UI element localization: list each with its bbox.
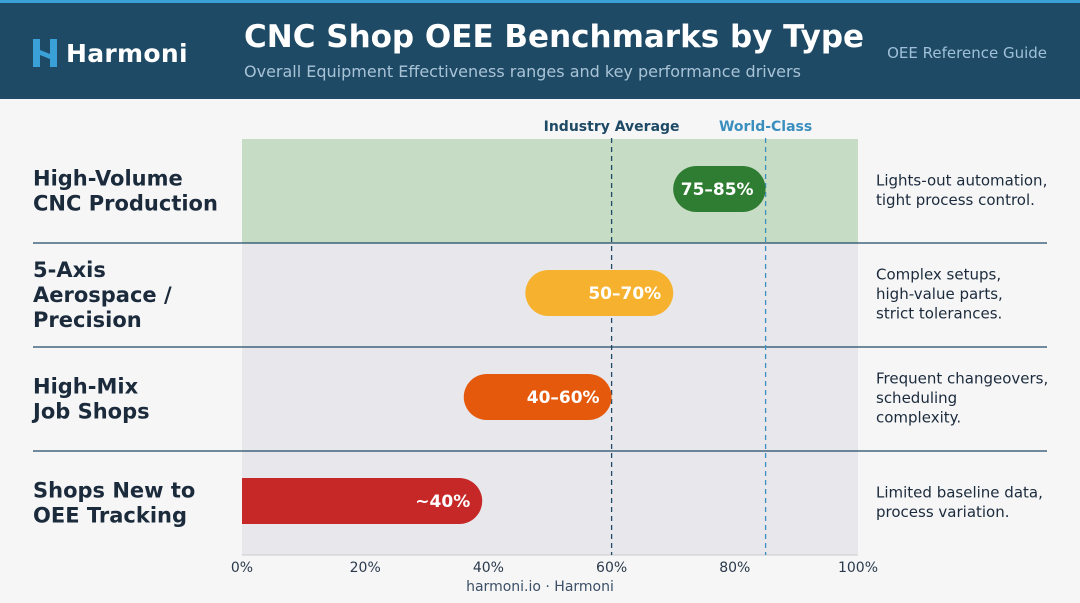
driver-text: strict tolerances. bbox=[876, 305, 1002, 323]
category-label: 5-Axis bbox=[33, 258, 106, 282]
driver-text: Frequent changeovers, bbox=[876, 370, 1048, 388]
driver-text: scheduling bbox=[876, 389, 957, 407]
row-background bbox=[242, 139, 858, 243]
page-title: CNC Shop OEE Benchmarks by Type bbox=[244, 19, 865, 55]
x-tick-label: 0% bbox=[231, 560, 253, 576]
bar-value-label: 75–85% bbox=[681, 180, 754, 200]
header-accent-line bbox=[0, 0, 1080, 3]
header-bar: Harmoni CNC Shop OEE Benchmarks by Type … bbox=[0, 3, 1080, 99]
x-tick-label: 80% bbox=[719, 560, 750, 576]
range-bar bbox=[525, 270, 674, 316]
driver-text: Complex setups, bbox=[876, 266, 1001, 284]
range-bar bbox=[673, 166, 766, 212]
driver-text: Lights-out automation, bbox=[876, 171, 1047, 189]
category-label: High-Volume bbox=[33, 167, 183, 191]
driver-text: process variation. bbox=[876, 503, 1010, 521]
bar-value-label: 50–70% bbox=[588, 284, 661, 304]
page-subtitle: Overall Equipment Effectiveness ranges a… bbox=[244, 62, 801, 81]
x-tick-label: 40% bbox=[473, 560, 504, 576]
reference-guide-label: OEE Reference Guide bbox=[887, 44, 1047, 62]
category-label: Aerospace / bbox=[33, 283, 172, 307]
range-bar bbox=[242, 478, 483, 524]
driver-text: tight process control. bbox=[876, 191, 1035, 209]
driver-text: high-value parts, bbox=[876, 285, 1003, 303]
category-label: CNC Production bbox=[33, 192, 218, 216]
harmoni-logo[interactable]: Harmoni bbox=[32, 33, 188, 73]
range-bar bbox=[463, 374, 612, 420]
reference-line-label: Industry Average bbox=[544, 119, 680, 135]
category-label: Shops New to bbox=[33, 479, 195, 503]
driver-text: complexity. bbox=[876, 409, 961, 427]
harmoni-logo-icon bbox=[33, 39, 57, 67]
bar-value-label: ~40% bbox=[415, 492, 470, 512]
x-tick-label: 20% bbox=[350, 560, 381, 576]
x-tick-label: 60% bbox=[596, 560, 627, 576]
category-label: Precision bbox=[33, 308, 142, 332]
driver-text: Limited baseline data, bbox=[876, 483, 1043, 501]
category-label: High-Mix bbox=[33, 375, 139, 399]
bar-value-label: 40–60% bbox=[527, 388, 600, 408]
logo-text: Harmoni bbox=[66, 38, 188, 68]
x-tick-label: 100% bbox=[838, 560, 878, 576]
reference-line-label: World-Class bbox=[719, 119, 812, 135]
footer-credit: harmoni.io · Harmoni bbox=[466, 579, 614, 595]
category-label: OEE Tracking bbox=[33, 504, 187, 528]
category-label: Job Shops bbox=[31, 400, 150, 424]
